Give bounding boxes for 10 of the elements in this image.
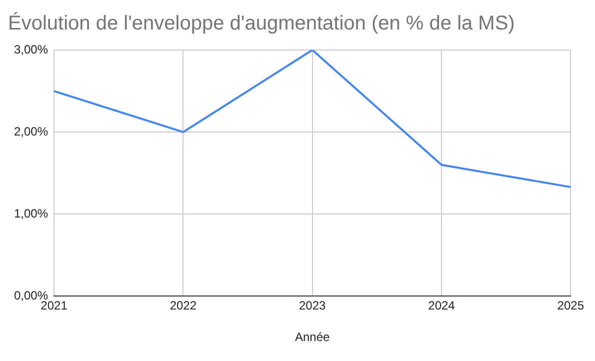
x-tick-label: 2025 — [557, 298, 584, 313]
x-tick-label: 2021 — [40, 298, 68, 313]
x-tick-label: 2024 — [428, 298, 456, 313]
y-tick-label: 1,00% — [14, 206, 48, 220]
x-axis-title: Année — [294, 330, 330, 344]
x-tick-label: 2023 — [298, 298, 326, 313]
y-tick-label: 2,00% — [14, 124, 48, 138]
chart-title: Évolution de l'enveloppe d'augmentation (en % de la MS) — [8, 12, 515, 35]
x-tick-label: 2022 — [170, 298, 197, 313]
y-tick-label: 3,00% — [14, 42, 48, 56]
